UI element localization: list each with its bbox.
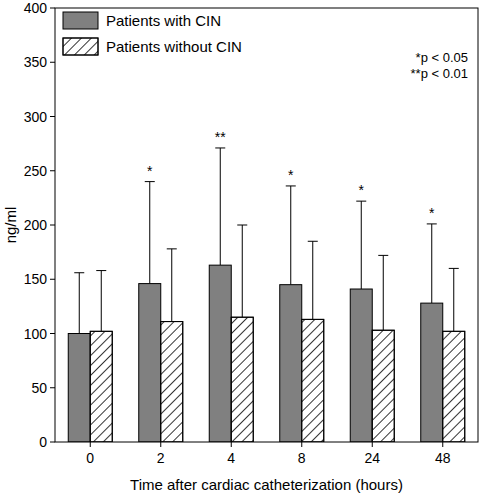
bar-hatch bbox=[443, 331, 465, 442]
error-cap bbox=[356, 201, 366, 202]
y-tick-label: 0 bbox=[39, 434, 47, 450]
y-tick bbox=[50, 225, 55, 226]
bar-hatch bbox=[90, 331, 112, 442]
error-bar bbox=[149, 182, 150, 284]
error-bar bbox=[220, 148, 221, 265]
y-tick-label: 350 bbox=[24, 54, 48, 70]
bar bbox=[139, 284, 161, 442]
x-tick-label: 24 bbox=[364, 450, 380, 466]
y-tick bbox=[50, 116, 55, 117]
annotation: *p < 0.05 bbox=[416, 50, 468, 65]
bar bbox=[209, 265, 231, 442]
x-tick-label: 2 bbox=[157, 450, 165, 466]
y-tick-label: 250 bbox=[24, 163, 48, 179]
x-tick bbox=[442, 442, 443, 447]
error-cap bbox=[167, 248, 177, 249]
error-bar bbox=[79, 273, 80, 334]
error-cap bbox=[74, 272, 84, 273]
x-tick bbox=[372, 442, 373, 447]
y-tick bbox=[50, 8, 55, 9]
x-tick-label: 4 bbox=[227, 450, 235, 466]
y-axis-label: ng/ml bbox=[2, 207, 19, 244]
error-cap bbox=[96, 270, 106, 271]
error-cap bbox=[378, 255, 388, 256]
x-tick bbox=[301, 442, 302, 447]
bar bbox=[90, 331, 112, 442]
bar bbox=[302, 319, 324, 442]
significance: * bbox=[429, 205, 435, 221]
annotation: **p < 0.01 bbox=[411, 66, 468, 81]
frame bbox=[55, 8, 478, 442]
legend-swatch bbox=[63, 12, 98, 29]
x-tick-label: 8 bbox=[298, 450, 306, 466]
significance: * bbox=[288, 167, 294, 183]
error-cap bbox=[286, 185, 296, 186]
y-tick-label: 100 bbox=[24, 326, 48, 342]
legend-swatch bbox=[63, 38, 98, 55]
bars bbox=[68, 148, 465, 442]
error-bar bbox=[242, 225, 243, 317]
y-tick bbox=[50, 333, 55, 334]
bar bbox=[280, 285, 302, 442]
error-bar bbox=[431, 224, 432, 303]
bar-hatch bbox=[231, 317, 253, 442]
error-cap bbox=[427, 223, 437, 224]
error-cap bbox=[145, 181, 155, 182]
bar-hatch bbox=[302, 319, 324, 442]
y-tick bbox=[50, 387, 55, 388]
error-bar bbox=[101, 271, 102, 332]
bar bbox=[421, 303, 443, 442]
y-tick bbox=[50, 170, 55, 171]
y-tick bbox=[50, 62, 55, 63]
error-bar bbox=[171, 249, 172, 322]
y-tick-label: 300 bbox=[24, 109, 48, 125]
x-tick bbox=[90, 442, 91, 447]
y-tick bbox=[50, 279, 55, 280]
significance: * bbox=[147, 163, 153, 179]
bar bbox=[161, 322, 183, 442]
x-axis-label: Time after cardiac catheterization (hour… bbox=[130, 476, 403, 493]
bar-hatch bbox=[161, 322, 183, 442]
error-bar bbox=[361, 201, 362, 289]
x-tick bbox=[231, 442, 232, 447]
bar bbox=[372, 330, 394, 442]
bar bbox=[350, 289, 372, 442]
significance: ** bbox=[215, 129, 226, 145]
y-tick bbox=[50, 442, 55, 443]
error-cap bbox=[215, 147, 225, 148]
error-bar bbox=[290, 186, 291, 285]
y-tick-label: 400 bbox=[24, 0, 48, 16]
bar bbox=[231, 317, 253, 442]
x-tick-label: 0 bbox=[86, 450, 94, 466]
y-tick-label: 150 bbox=[24, 271, 48, 287]
error-cap bbox=[308, 241, 318, 242]
bar bbox=[443, 331, 465, 442]
error-bar bbox=[453, 268, 454, 331]
x-tick-label: 48 bbox=[435, 450, 451, 466]
legend-swatch-hatch bbox=[63, 38, 98, 55]
y-tick-label: 50 bbox=[31, 380, 47, 396]
bar bbox=[68, 334, 90, 443]
error-cap bbox=[449, 268, 459, 269]
chart: ******05010015020025030035040002482448Ti… bbox=[0, 0, 485, 500]
bar-hatch bbox=[372, 330, 394, 442]
legend-label: Patients without CIN bbox=[106, 38, 242, 55]
legend-label: Patients with CIN bbox=[106, 12, 221, 29]
y-tick-label: 200 bbox=[24, 217, 48, 233]
error-bar bbox=[312, 241, 313, 319]
significance: * bbox=[359, 182, 365, 198]
error-cap bbox=[237, 225, 247, 226]
error-bar bbox=[383, 255, 384, 330]
x-tick bbox=[160, 442, 161, 447]
